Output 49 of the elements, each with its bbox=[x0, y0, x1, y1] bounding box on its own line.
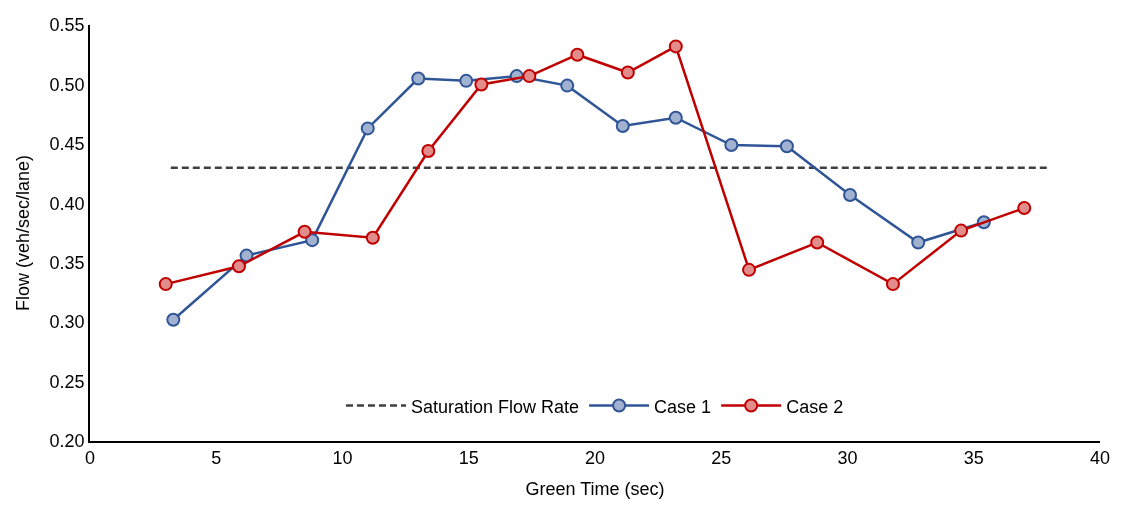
point bbox=[954, 223, 969, 238]
point bbox=[231, 259, 246, 274]
x-tick-label: 0 bbox=[84, 448, 96, 469]
y-tick-label: 0.45 bbox=[49, 134, 85, 155]
point bbox=[779, 139, 794, 154]
x-tick-label: 30 bbox=[837, 448, 858, 469]
point bbox=[522, 69, 537, 84]
x-tick-label: 15 bbox=[458, 448, 479, 469]
point bbox=[297, 224, 312, 239]
y-tick-label: 0.50 bbox=[49, 74, 85, 95]
point bbox=[843, 187, 858, 202]
x-axis-title: Green Time (sec) bbox=[525, 478, 665, 499]
x-tick-label: 20 bbox=[584, 448, 606, 469]
y-tick-label: 0.25 bbox=[49, 371, 85, 392]
point bbox=[158, 277, 173, 292]
x-tick-label: 25 bbox=[711, 448, 732, 469]
legend-label: Case 1 bbox=[654, 396, 712, 417]
point bbox=[474, 77, 489, 92]
point bbox=[911, 235, 926, 250]
y-tick-label: 0.55 bbox=[49, 15, 85, 36]
x-tick-label: 10 bbox=[332, 448, 353, 469]
point bbox=[668, 39, 683, 54]
point bbox=[1017, 201, 1032, 216]
x-tick-label: 35 bbox=[963, 448, 984, 469]
y-tick-label: 0.30 bbox=[49, 312, 85, 333]
legend-label: Case 2 bbox=[786, 396, 844, 417]
point bbox=[620, 65, 635, 80]
point bbox=[305, 233, 320, 248]
y-axis-title: Flow (veh/sec/lane) bbox=[13, 154, 34, 312]
point bbox=[668, 110, 683, 125]
point bbox=[885, 277, 900, 292]
point bbox=[810, 235, 825, 250]
point bbox=[742, 262, 757, 277]
point bbox=[724, 138, 739, 153]
point bbox=[411, 71, 426, 86]
point bbox=[615, 119, 630, 134]
x-tick-label: 5 bbox=[211, 448, 222, 469]
x-tick-label: 40 bbox=[1089, 448, 1111, 469]
y-tick-label: 0.35 bbox=[49, 253, 85, 274]
point bbox=[570, 47, 585, 62]
point bbox=[365, 230, 380, 245]
point bbox=[459, 73, 474, 88]
point bbox=[360, 121, 375, 136]
y-tick-label: 0.20 bbox=[49, 431, 85, 452]
point bbox=[421, 143, 436, 158]
point bbox=[560, 78, 575, 93]
y-tick-label: 0.40 bbox=[49, 193, 85, 214]
legend-label: Saturation Flow Rate bbox=[411, 396, 580, 417]
point bbox=[166, 312, 181, 327]
